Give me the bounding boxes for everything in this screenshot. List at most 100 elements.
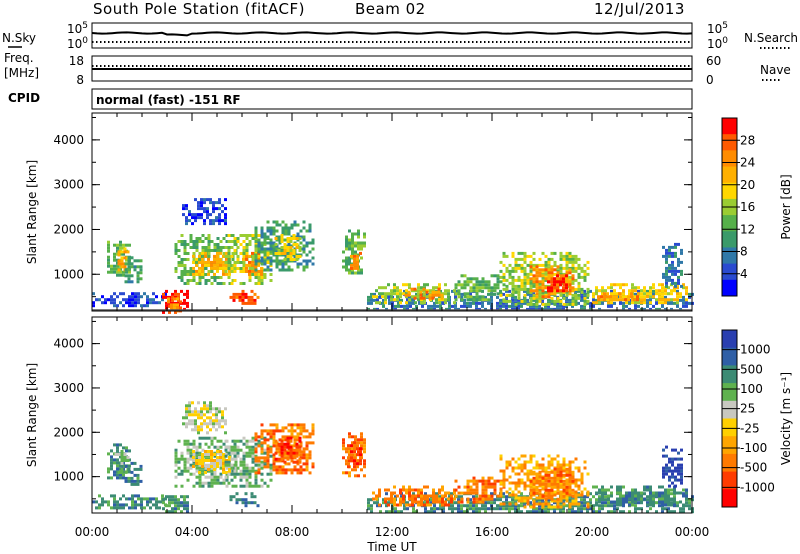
- colorbar-segment: [722, 489, 737, 508]
- heatmap-bg-velocity: [92, 317, 692, 513]
- nave-tick-bottom: 0: [706, 73, 714, 87]
- heatmap-blob: [124, 256, 143, 284]
- nsearch-tick-bottom: 100: [707, 36, 728, 51]
- y-tick-label: 4000: [53, 133, 84, 147]
- heatmap-blob: [404, 287, 444, 300]
- freq-tick-top: 18: [69, 54, 84, 68]
- nave-label: Nave: [760, 63, 791, 77]
- y-tick-label: 1000: [53, 267, 84, 281]
- colorbar-segment: [722, 118, 737, 135]
- frames-layer: [91, 22, 740, 514]
- heatmap-blob: [662, 445, 683, 488]
- colorbar-tick-label: 24: [740, 156, 755, 170]
- cpid-text: normal (fast) -151 RF: [96, 93, 241, 107]
- colorbar-segment: [722, 215, 737, 232]
- nsky-line: [91, 31, 693, 37]
- nsearch-label: N.Search: [744, 31, 798, 45]
- heatmap-blob: [167, 297, 182, 313]
- heatmap-blob: [529, 467, 575, 501]
- cpid-label: CPID: [8, 91, 40, 105]
- heatmap-blob: [182, 401, 227, 435]
- colorbar-tick-label: 1000: [740, 343, 771, 357]
- colorbar-tick-label: 8: [740, 245, 748, 259]
- colorbar-tick-label: 500: [740, 362, 763, 376]
- heatmap-blob: [350, 251, 362, 270]
- heatmap-blob: [182, 198, 227, 226]
- colorbar-frame: [721, 329, 738, 508]
- x-tick-label: 00:00: [75, 525, 110, 539]
- freq-frame: [91, 55, 693, 82]
- x-tick-label: 16:00: [475, 525, 510, 539]
- y-tick-label: 1000: [53, 470, 84, 484]
- nsky-label: N.Sky: [2, 31, 36, 45]
- cpid-frame: [91, 88, 693, 110]
- station-title: South Pole Station (fitACF): [93, 0, 305, 18]
- heatmap-blob: [592, 485, 688, 507]
- colorbar-label: Velocity [m s⁻¹]: [779, 372, 793, 465]
- colorbar-tick-label: -25: [740, 421, 760, 435]
- background-layer: [92, 113, 692, 513]
- heatmap-blob: [347, 441, 362, 469]
- nsky-frame: [91, 22, 693, 49]
- colorbar-tick-label: 4: [740, 267, 748, 281]
- colorbar-tick-label: 28: [740, 133, 755, 147]
- beam-label: Beam 02: [355, 0, 426, 18]
- heatmap-blob: [92, 292, 167, 308]
- heatmap-blob: [662, 242, 683, 288]
- heatmap-blob: [454, 274, 506, 302]
- colorbar-segment: [722, 383, 737, 402]
- x-tick-label: 00:00: [675, 525, 710, 539]
- heatmap-blob: [114, 450, 130, 474]
- freq-units-label: [MHz]: [4, 66, 39, 80]
- colorbar-segment: [722, 418, 737, 437]
- y-tick-label: 3000: [53, 178, 84, 192]
- colorbar-segment: [722, 347, 737, 366]
- colorbar-segment: [722, 453, 737, 473]
- freq-label: Freq.: [4, 51, 34, 65]
- heatmap-blob: [597, 292, 639, 302]
- colorbar-segment: [722, 436, 737, 455]
- data-layer: [91, 31, 737, 514]
- colorbar-segment: [722, 247, 737, 265]
- x-tick-label: 12:00: [375, 525, 410, 539]
- colorbar-segment: [722, 182, 737, 200]
- heatmap-blob: [92, 494, 167, 510]
- colorbar-label: Power [dB]: [779, 174, 793, 239]
- y-tick-label: 2000: [53, 222, 84, 236]
- colorbar-segment: [722, 263, 737, 281]
- x-tick-label: 08:00: [275, 525, 310, 539]
- heatmap-cells-power: [92, 198, 694, 314]
- colorbar-tick-label: 25: [740, 402, 755, 416]
- heatmap-blob: [162, 495, 189, 514]
- y-tick-label: 4000: [53, 337, 84, 351]
- colorbar-segment: [722, 471, 737, 490]
- colorbar-tick-label: -500: [740, 461, 767, 475]
- nsky-tick-bottom: 100: [67, 36, 88, 51]
- colorbar-tick-label: -1000: [740, 480, 775, 494]
- x-axis-label: Time UT: [366, 540, 417, 554]
- colorbar-tick-label: 16: [740, 200, 755, 214]
- y-tick-label: 3000: [53, 381, 84, 395]
- nsearch-tick-top: 105: [707, 21, 728, 36]
- y-tick-label: 2000: [53, 425, 84, 439]
- heatmap-cells-velocity: [92, 401, 694, 514]
- heatmap-blob: [229, 492, 260, 508]
- colorbar-segment: [722, 166, 737, 184]
- heatmap-blob: [192, 251, 231, 276]
- colorbar-tick-label: 20: [740, 178, 755, 192]
- colorbar-tick-label: -100: [740, 441, 767, 455]
- y-axis-label: Slant Range [km]: [25, 160, 39, 264]
- heatmap-bg-power: [92, 113, 692, 311]
- colorbar-segment: [722, 150, 737, 168]
- colorbar-segment: [722, 365, 737, 384]
- colorbar-tick-label: 12: [740, 222, 755, 236]
- colorbar-tick-label: 100: [740, 382, 763, 396]
- colorbar-segment: [722, 330, 737, 349]
- heatmap-blob: [124, 461, 143, 486]
- x-tick-label: 04:00: [175, 525, 210, 539]
- heatmap-blob: [372, 485, 456, 507]
- x-tick-label: 20:00: [575, 525, 610, 539]
- freq-tick-bottom: 8: [76, 73, 84, 87]
